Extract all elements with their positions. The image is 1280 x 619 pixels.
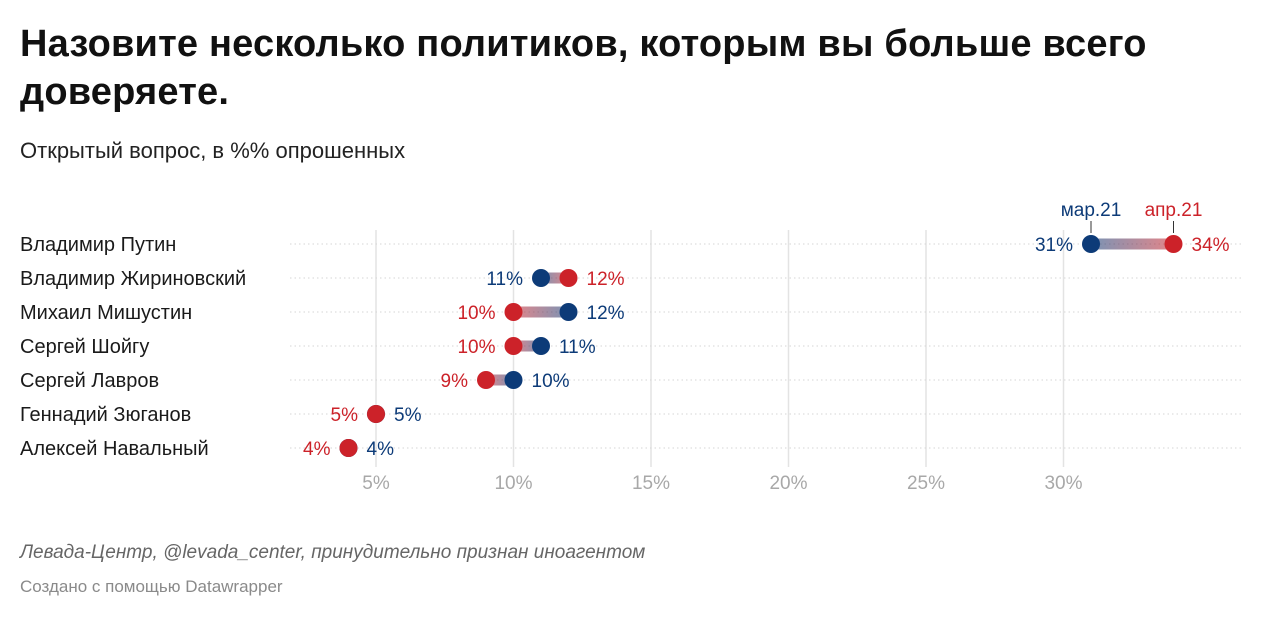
dot-mar21 xyxy=(504,371,523,389)
dot-apr21 xyxy=(504,303,523,321)
dot-apr21 xyxy=(504,337,523,355)
value-label-apr21: 5% xyxy=(331,405,359,426)
range-connector xyxy=(541,272,569,284)
range-connector xyxy=(486,374,514,386)
range-connector xyxy=(1091,238,1174,250)
value-label-mar21: 11% xyxy=(486,269,523,290)
chart-title: Назовите несколько политиков, которым вы… xyxy=(20,23,1147,113)
series-legend: мар.21 апр.21 xyxy=(1061,200,1203,233)
x-tick-label: 20% xyxy=(769,473,807,494)
x-tick-label: 10% xyxy=(494,473,532,494)
dot-mar21 xyxy=(559,303,578,321)
dot-mar21 xyxy=(532,337,550,355)
dot-apr21 xyxy=(367,405,385,423)
x-tick-label: 25% xyxy=(907,473,945,494)
connectors xyxy=(486,238,1174,386)
value-label-apr21: 34% xyxy=(1192,235,1230,256)
range-connector xyxy=(513,340,541,352)
value-label-mar21: 31% xyxy=(1035,235,1073,256)
value-labels: 31% 34%11% 12%12%10%11%10%10%9%5% 5%4% 4% xyxy=(303,235,1230,460)
value-label-apr21: 12% xyxy=(587,269,625,290)
category-label: Владимир Путин xyxy=(20,234,176,256)
value-label-apr21: 4% xyxy=(303,439,331,460)
value-label-mar21: 12% xyxy=(587,303,625,324)
x-axis: 5% 10% 15% 20% 25% 30% xyxy=(362,473,1082,494)
category-label: Сергей Лавров xyxy=(20,370,159,392)
value-label-mar21: 4% xyxy=(367,439,395,460)
legend-label-mar21: мар.21 xyxy=(1061,200,1122,221)
grid-layer xyxy=(375,230,1065,467)
dot-apr21 xyxy=(559,269,578,287)
source-note: Левада-Центр, @levada_center, принудител… xyxy=(20,542,646,563)
category-label: Владимир Жириновский xyxy=(20,268,246,290)
category-label: Алексей Навальный xyxy=(20,438,209,460)
x-tick-label: 30% xyxy=(1044,473,1082,494)
category-label: Сергей Шойгу xyxy=(20,336,149,358)
dot-apr21 xyxy=(339,439,358,457)
value-label-mar21: 5% xyxy=(394,405,422,426)
row-lines xyxy=(290,243,1242,449)
dot-apr21 xyxy=(477,371,495,389)
value-label-apr21: 9% xyxy=(441,371,469,392)
dot-mar21 xyxy=(1082,235,1100,253)
value-label-apr21: 10% xyxy=(457,303,495,324)
chart-subtitle: Открытый вопрос, в %% опрошенных xyxy=(20,138,406,163)
dot-mar21 xyxy=(532,269,550,287)
x-tick-label: 5% xyxy=(362,473,390,494)
category-label: Геннадий Зюганов xyxy=(20,404,191,426)
dots xyxy=(339,235,1183,457)
range-connector xyxy=(513,306,569,318)
legend-label-apr21: апр.21 xyxy=(1145,200,1203,221)
value-label-apr21: 10% xyxy=(457,337,495,358)
dot-range-chart: Владимир Путин Владимир Жириновский Михаил… xyxy=(20,200,1242,494)
dot-apr21 xyxy=(1164,235,1183,253)
category-labels: Владимир Путин Владимир Жириновский Михаил… xyxy=(20,234,246,460)
datawrapper-credit: Создано с помощью Datawrapper xyxy=(20,577,283,596)
value-label-mar21: 10% xyxy=(532,371,570,392)
value-label-mar21: 11% xyxy=(559,337,596,358)
x-tick-label: 15% xyxy=(632,473,670,494)
category-label: Михаил Мишустин xyxy=(20,302,192,324)
